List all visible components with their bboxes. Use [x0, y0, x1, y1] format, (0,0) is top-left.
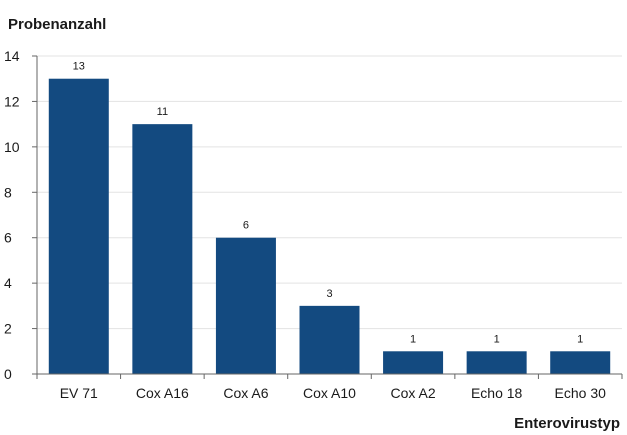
data-label: 6: [243, 220, 249, 232]
x-tick-label: Echo 18: [471, 385, 523, 401]
y-tick-label: 8: [4, 184, 12, 200]
bar: [48, 78, 109, 374]
x-tick-label: Cox A10: [303, 385, 356, 401]
y-tick-label: 0: [4, 366, 12, 382]
x-tick-label: Cox A6: [223, 385, 268, 401]
y-axis-title: Probenanzahl: [8, 16, 106, 33]
x-axis-ticks: EV 71 Cox A16 Cox A6 Cox A10 Cox A2 Echo 18 Ec…: [36, 374, 623, 401]
bar: [466, 351, 527, 374]
data-label: 11: [157, 106, 168, 118]
bar: [132, 124, 193, 375]
data-label: 13: [73, 61, 85, 73]
y-axis-ticks: 0 2 4 6 8 10 12 14: [4, 48, 37, 382]
bar: [383, 351, 444, 374]
x-tick-label: Echo 30: [555, 385, 607, 401]
data-label: 1: [410, 333, 416, 345]
y-tick-label: 12: [4, 93, 20, 109]
data-label: 3: [326, 288, 332, 300]
x-tick-label: Cox A16: [136, 385, 189, 401]
x-tick-label: Cox A2: [391, 385, 436, 401]
bar: [299, 305, 360, 374]
bars: [48, 78, 611, 375]
x-axis-title: Enterovirustyp: [514, 415, 620, 432]
y-tick-label: 4: [4, 275, 12, 291]
y-tick-label: 14: [4, 48, 20, 64]
data-label: 1: [577, 333, 583, 345]
data-label: 1: [494, 333, 500, 345]
x-tick-label: EV 71: [60, 385, 98, 401]
bar: [215, 237, 276, 374]
y-tick-label: 2: [4, 321, 12, 337]
y-tick-label: 10: [4, 139, 20, 155]
bar: [550, 351, 611, 374]
y-tick-label: 6: [4, 230, 12, 246]
